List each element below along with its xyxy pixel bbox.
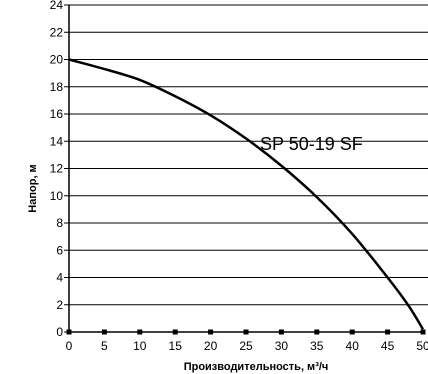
x-tick-label: 5 (101, 339, 108, 353)
series-layer (68, 58, 425, 330)
x-tick-mark (101, 329, 107, 335)
y-tick-label: 14 (50, 134, 64, 148)
series-line-0 (68, 58, 425, 330)
axes (64, 4, 426, 335)
x-tick-label: 10 (133, 339, 147, 353)
gridlines (69, 4, 428, 306)
y-tick-label: 8 (56, 216, 63, 230)
x-tick-mark (208, 329, 214, 335)
x-tick-mark (66, 329, 72, 335)
x-tick-label: 45 (381, 339, 395, 353)
y-tick-label: 2 (56, 298, 63, 312)
x-tick-label: 35 (310, 339, 324, 353)
x-tick-mark (385, 329, 391, 335)
x-tick-mark (420, 329, 426, 335)
x-tick-mark (349, 329, 355, 335)
x-tick-label: 25 (239, 339, 253, 353)
x-tick-mark (172, 329, 178, 335)
x-tick-label: 30 (275, 339, 289, 353)
x-tick-mark (137, 329, 143, 335)
y-tick-label: 24 (50, 0, 64, 12)
y-tick-label: 12 (50, 162, 64, 176)
x-tick-label: 50 (416, 339, 428, 353)
x-tick-mark (243, 329, 249, 335)
y-tick-label: 0 (56, 325, 63, 339)
y-tick-label: 22 (50, 25, 64, 39)
x-axis-title: Производительность, м³/ч (184, 361, 329, 373)
x-tick-label: 20 (204, 339, 218, 353)
y-tick-label: 6 (56, 243, 63, 257)
y-tick-label: 20 (50, 53, 64, 67)
x-tick-mark (278, 329, 284, 335)
y-tick-label: 16 (50, 107, 64, 121)
x-tick-mark (314, 329, 320, 335)
y-tick-label: 4 (56, 271, 63, 285)
y-axis-title: Напор, м (27, 164, 39, 212)
x-tick-label: 0 (66, 339, 73, 353)
x-tick-label: 15 (169, 339, 183, 353)
y-tick-label: 18 (50, 80, 64, 94)
series-label: SP 50-19 SF (260, 134, 363, 154)
x-tick-label: 40 (346, 339, 360, 353)
y-tick-label: 10 (50, 189, 64, 203)
x-tick-labels: 0 5 10 15 20 25 30 35 40 45 50 (66, 339, 428, 353)
